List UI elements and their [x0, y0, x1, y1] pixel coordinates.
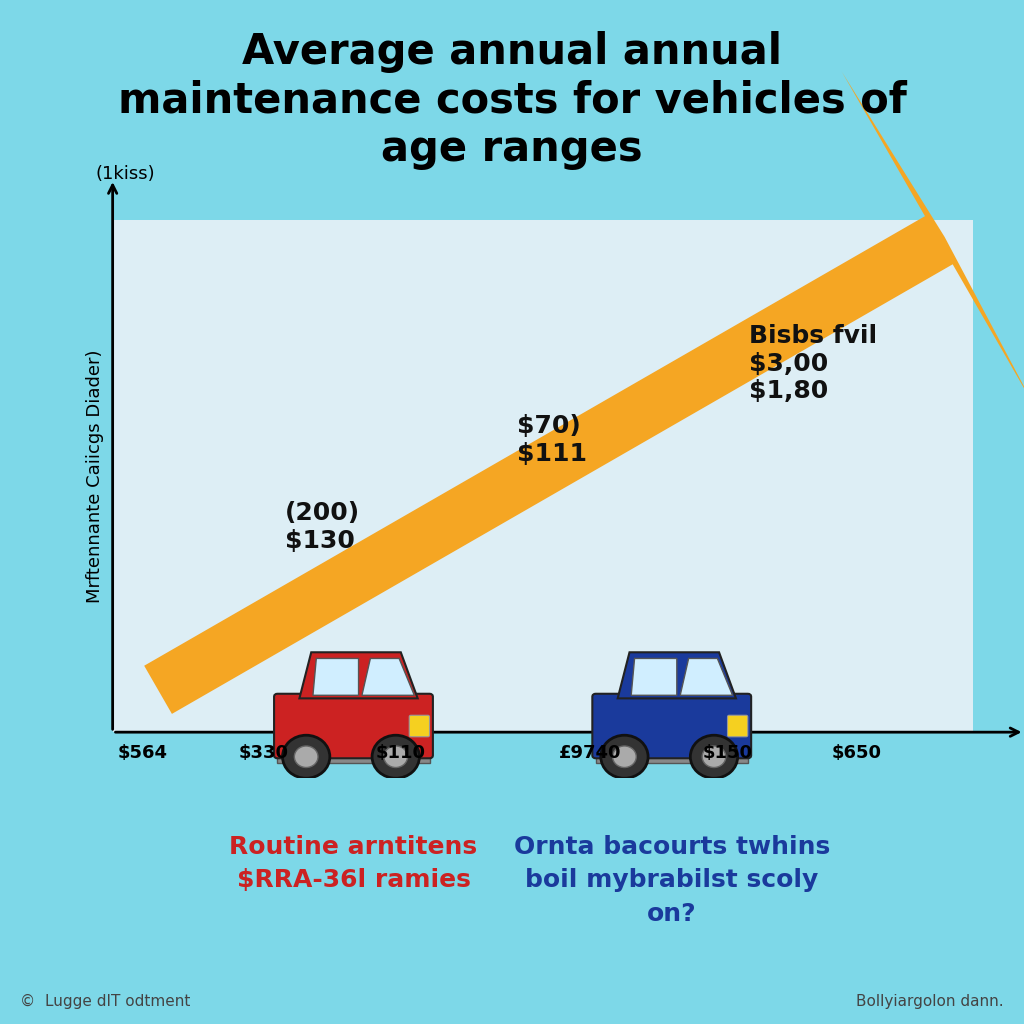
- Text: Routine arntitens: Routine arntitens: [229, 835, 477, 858]
- Circle shape: [384, 745, 408, 768]
- Text: Ornta bacourts twhins: Ornta bacourts twhins: [514, 835, 829, 858]
- FancyBboxPatch shape: [592, 694, 752, 758]
- Text: Average annual annual
maintenance costs for vehicles of
age ranges: Average annual annual maintenance costs …: [118, 31, 906, 170]
- Text: (200)
$130: (200) $130: [285, 502, 359, 553]
- Circle shape: [294, 745, 318, 768]
- Circle shape: [702, 745, 726, 768]
- FancyBboxPatch shape: [727, 715, 748, 737]
- Polygon shape: [313, 658, 358, 695]
- Text: on?: on?: [647, 902, 696, 926]
- Text: ©  Lugge dIT odtment: © Lugge dIT odtment: [20, 993, 190, 1009]
- Text: $564: $564: [118, 744, 168, 763]
- Text: $650: $650: [831, 744, 882, 763]
- Circle shape: [283, 735, 330, 778]
- Polygon shape: [299, 652, 418, 698]
- Text: $150: $150: [702, 744, 753, 763]
- Circle shape: [612, 745, 636, 768]
- Text: $RRA-36l ramies: $RRA-36l ramies: [237, 868, 470, 892]
- Y-axis label: Mrftennante Caiicgs Diader): Mrftennante Caiicgs Diader): [86, 349, 104, 603]
- FancyBboxPatch shape: [410, 715, 429, 737]
- Text: Bollyiargolon dann.: Bollyiargolon dann.: [856, 993, 1004, 1009]
- Text: Bisbs fvil
$3,00
$1,80: Bisbs fvil $3,00 $1,80: [750, 324, 878, 403]
- Polygon shape: [617, 652, 736, 698]
- Text: £9740: £9740: [559, 744, 622, 763]
- Bar: [278, 752, 429, 763]
- FancyBboxPatch shape: [274, 694, 433, 758]
- Polygon shape: [680, 658, 732, 695]
- Text: $330: $330: [239, 744, 288, 763]
- Text: $110: $110: [376, 744, 426, 763]
- Polygon shape: [361, 658, 415, 695]
- Circle shape: [601, 735, 648, 778]
- Circle shape: [372, 735, 420, 778]
- Text: (1kiss): (1kiss): [95, 165, 155, 183]
- Polygon shape: [631, 658, 677, 695]
- Bar: [596, 752, 748, 763]
- Circle shape: [690, 735, 737, 778]
- Text: $70)
$111: $70) $111: [517, 415, 587, 466]
- Text: boil mybrabilst scoly: boil mybrabilst scoly: [525, 868, 818, 892]
